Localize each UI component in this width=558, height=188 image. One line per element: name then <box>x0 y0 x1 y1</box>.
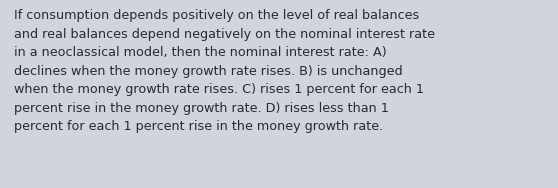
Text: If consumption depends positively on the level of real balances
and real balance: If consumption depends positively on the… <box>14 9 435 133</box>
